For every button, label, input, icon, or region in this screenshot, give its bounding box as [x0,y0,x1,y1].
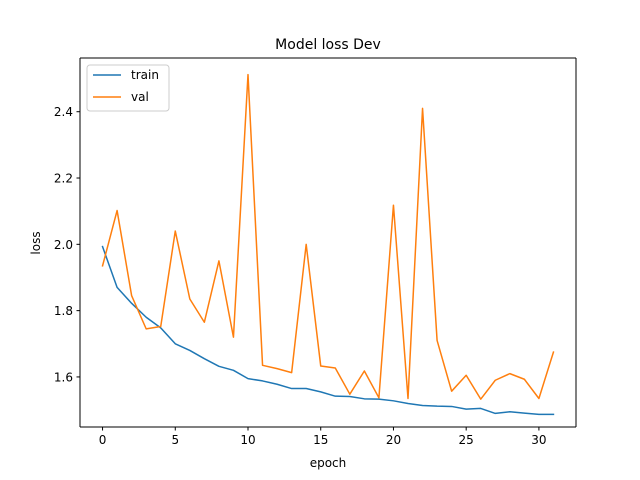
series-line-train [101,245,555,416]
legend-train-label: train [131,68,159,82]
y-tick-label: 2.0 [54,238,73,252]
y-tick-label: 2.4 [54,105,73,119]
x-tick-label: 25 [459,433,474,447]
series-line-val [101,73,555,400]
legend-val-label: val [131,90,149,104]
x-tick-label: 30 [531,433,546,447]
series-layer [101,73,555,416]
x-axis-label: epoch [310,456,347,470]
legend-box [86,64,170,112]
y-axis-ticks: 1.6 1.8 2.0 2.2 2.4 [54,105,80,384]
legend: train val [86,64,170,112]
y-tick-label: 1.6 [54,370,73,384]
y-tick-label: 2.2 [54,172,73,186]
x-axis-ticks: 0 5 10 15 20 25 30 [99,427,547,447]
x-tick-label: 20 [386,433,401,447]
x-tick-label: 0 [99,433,107,447]
x-tick-label: 5 [171,433,179,447]
axes-frame [79,57,577,428]
plot-area [80,58,576,427]
x-tick-label: 15 [313,433,328,447]
y-tick-label: 1.8 [54,304,73,318]
chart-title: Model loss Dev [275,37,381,53]
y-axis-label: loss [29,231,43,254]
x-tick-label: 10 [240,433,255,447]
